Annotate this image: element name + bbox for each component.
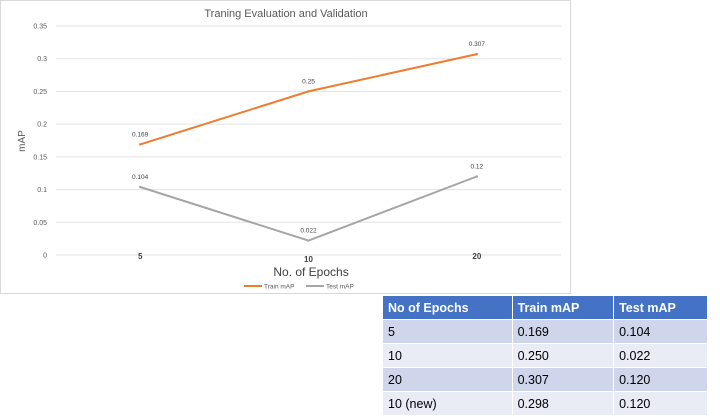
x-tick-label: 10 <box>304 255 313 264</box>
cell-test-map: 0.120 <box>613 367 708 392</box>
data-point <box>475 175 479 178</box>
data-label: 0.25 <box>302 78 315 85</box>
line-chart: Traning Evaluation and Validation 0 0.05 0.… <box>17 8 561 291</box>
data-point <box>307 90 310 93</box>
table-row: 10 (new) 0.298 0.120 <box>382 391 708 416</box>
cell-train-map: 0.169 <box>511 319 615 344</box>
results-table: No of Epochs Train mAP Test mAP 5 0.169 … <box>382 295 708 416</box>
y-tick-label: 0.05 <box>33 220 47 227</box>
table-header-row: No of Epochs Train mAP Test mAP <box>382 295 708 320</box>
cell-epochs: 10 (new) <box>382 391 513 416</box>
cell-test-map: 0.022 <box>613 343 708 368</box>
cell-epochs: 5 <box>382 319 513 344</box>
data-label: 0.12 <box>471 163 484 170</box>
table-row: 10 0.250 0.022 <box>382 343 708 368</box>
y-tick-label: 0.35 <box>33 24 47 31</box>
legend-label: Test mAP <box>326 284 354 291</box>
data-point <box>307 239 310 242</box>
x-axis-label: No. of Epochs <box>273 265 348 279</box>
data-label: 0.169 <box>132 131 149 138</box>
y-axis-label: mAP <box>17 130 28 152</box>
y-tick-label: 0.2 <box>37 122 47 129</box>
data-point <box>475 52 479 56</box>
series-line-train-map <box>139 53 478 146</box>
y-tick-label: 0.3 <box>37 56 47 63</box>
data-label: 0.022 <box>300 228 317 235</box>
header-test-map: Test mAP <box>613 295 708 320</box>
legend-label: Train mAP <box>264 284 294 291</box>
cell-test-map: 0.120 <box>613 391 708 416</box>
header-train-map: Train mAP <box>511 295 615 320</box>
chart-title: Traning Evaluation and Validation <box>204 8 367 20</box>
cell-epochs: 20 <box>382 367 513 392</box>
data-label: 0.307 <box>469 41 486 48</box>
y-tick-label: 0.1 <box>37 187 47 194</box>
table-row: 5 0.169 0.104 <box>382 319 708 344</box>
y-tick-label: 0.15 <box>33 154 47 161</box>
cell-epochs: 10 <box>382 343 513 368</box>
y-tick-label: 0 <box>43 253 47 260</box>
table-row: 20 0.307 0.120 <box>382 367 708 392</box>
data-point <box>138 143 142 146</box>
chart-panel: Traning Evaluation and Validation 0 0.05 0.… <box>0 0 571 294</box>
y-tick-label: 0.25 <box>33 89 47 96</box>
data-point <box>138 185 142 189</box>
x-tick-label: 20 <box>472 252 481 261</box>
cell-test-map: 0.104 <box>613 319 708 344</box>
cell-train-map: 0.298 <box>511 391 615 416</box>
header-epochs: No of Epochs <box>382 295 513 320</box>
data-label: 0.104 <box>132 174 149 181</box>
cell-train-map: 0.250 <box>511 343 615 368</box>
x-tick-label: 5 <box>138 252 143 261</box>
cell-train-map: 0.307 <box>511 367 615 392</box>
